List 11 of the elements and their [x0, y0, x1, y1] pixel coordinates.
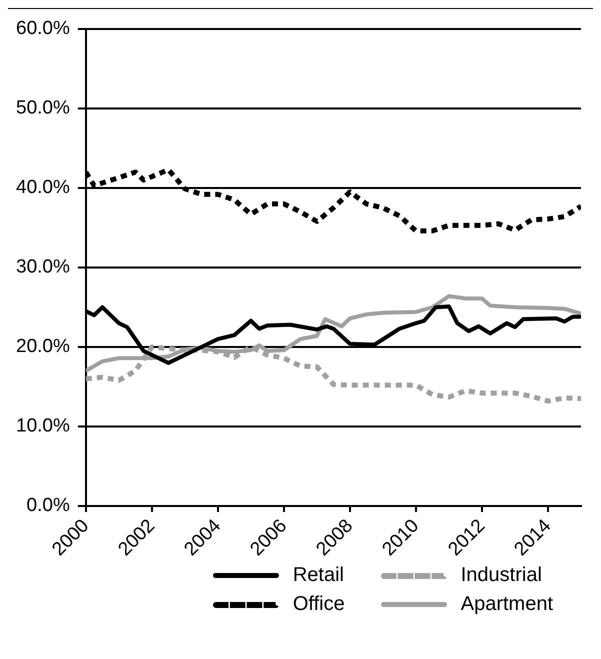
y-tick-label: 40.0% — [16, 177, 70, 198]
y-tick-label: 60.0% — [16, 18, 70, 40]
legend-label: Apartment — [460, 593, 553, 616]
y-tick-label: 50.0% — [16, 98, 70, 119]
legend-label: Industrial — [460, 564, 542, 587]
y-tick-label: 30.0% — [16, 256, 70, 278]
y-tick-label: 0.0% — [26, 495, 70, 516]
legend-label: Office — [292, 593, 345, 616]
y-tick-label: 20.0% — [16, 336, 70, 358]
y-tick-label: 10.0% — [16, 416, 70, 437]
legend-label: Retail — [292, 564, 344, 587]
